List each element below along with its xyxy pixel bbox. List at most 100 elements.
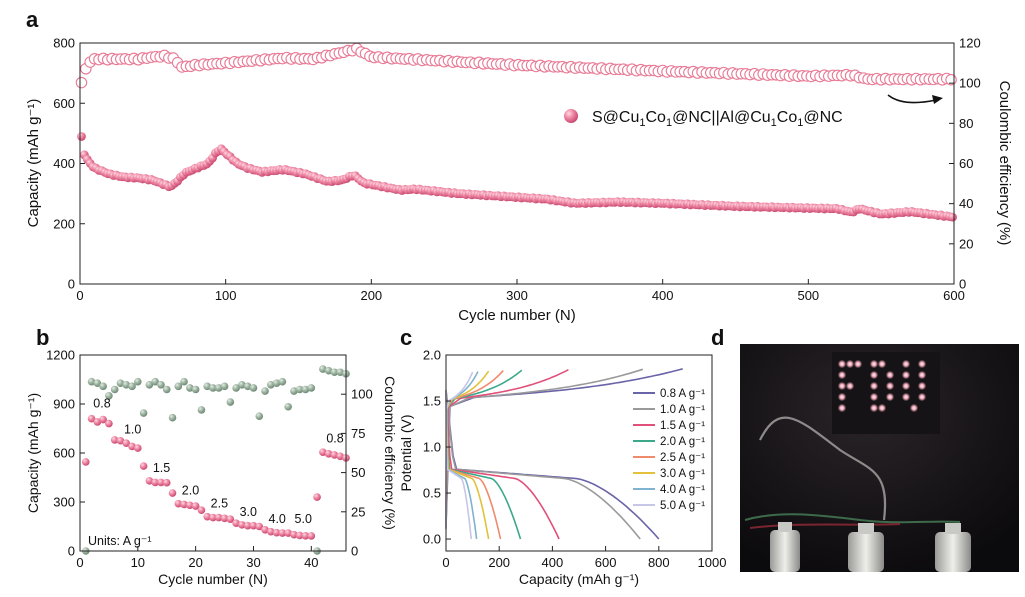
legend-label-part: Co [777, 109, 798, 126]
efficiency-point [75, 76, 88, 89]
capacity-point [220, 514, 229, 523]
legend-entry: 1.5 A g⁻¹ [660, 420, 705, 432]
panel-a-y2tick-label: 60 [959, 156, 973, 171]
capacity-point [81, 458, 90, 466]
charge-curve [445, 371, 474, 530]
led-light [917, 370, 927, 380]
efficiency-point [197, 406, 206, 414]
led-light [869, 381, 879, 391]
capacity-point [105, 419, 113, 428]
led-light [917, 359, 927, 369]
capacity-point [128, 442, 136, 451]
led-light [837, 359, 847, 369]
led-light [901, 381, 911, 391]
led-light [853, 359, 863, 369]
efficiency-point [319, 365, 327, 373]
panel-a-y2tick-label: 40 [959, 196, 973, 211]
efficiency-point [336, 368, 345, 377]
legend-entry: 2.0 A g⁻¹ [660, 436, 705, 448]
capacity-point [93, 418, 102, 426]
photo-wire [759, 416, 887, 521]
led-light [837, 392, 847, 402]
rate-label: 0.8 [326, 431, 343, 445]
legend-label-sub: 1 [797, 117, 803, 129]
capacity-point [255, 522, 264, 531]
panel-c-curves [445, 368, 683, 540]
efficiency-point [151, 377, 159, 386]
panel-a-xtick-label: 400 [652, 288, 674, 303]
led-light [837, 381, 847, 391]
efficiency-point [134, 377, 142, 386]
capacity-point [232, 519, 240, 528]
panel-b-xtick-label: 30 [246, 555, 260, 570]
discharge-curve [445, 389, 473, 540]
panel-a-xtick-label: 600 [943, 288, 965, 303]
capacity-point [295, 531, 304, 540]
capacity-point [186, 501, 194, 510]
legend-entry: 1.0 A g⁻¹ [660, 404, 705, 416]
led-light [869, 392, 879, 402]
led-light [901, 370, 911, 380]
capacity-point [948, 212, 957, 222]
panel-a-xtick-label: 0 [76, 288, 83, 303]
legend-entry: 5.0 A g⁻¹ [660, 500, 705, 512]
panel-a-ylabel: Capacity (mAh g⁻¹) [25, 99, 42, 228]
capacity-point [151, 478, 159, 487]
efficiency-point [110, 385, 119, 394]
efficiency-point [162, 385, 171, 394]
legend-label-part: @NC||Al@Cu [672, 109, 771, 126]
panel-a-efficiency-series [75, 42, 957, 89]
panel-a-chart: 0 100 200 300 400 500 600020040060080002040608… [25, 36, 1013, 325]
capacity-point [134, 444, 142, 452]
capacity-point [191, 502, 200, 510]
led-light [869, 359, 879, 369]
efficiency-point [238, 380, 246, 389]
panel-c-ytick-label: 1.0 [423, 440, 441, 455]
legend-entry: 3.0 A g⁻¹ [660, 468, 705, 480]
panel-b-ytick-label: 600 [53, 446, 75, 461]
legend-entry: 0.8 A g⁻¹ [660, 388, 705, 400]
panel-a-xlabel: Cycle number (N) [458, 307, 576, 324]
photo-bottle [935, 523, 971, 572]
efficiency-point [267, 380, 275, 389]
efficiency-point [105, 391, 113, 400]
panel-c-ylabel: Potential (V) [398, 414, 414, 491]
led-light [917, 381, 927, 391]
panel-b-efficiency-series [81, 365, 350, 555]
led-light [837, 403, 847, 413]
efficiency-point [180, 377, 188, 386]
panel-b-xtick-label: 20 [188, 555, 202, 570]
legend-label-part: @NC [803, 109, 842, 126]
units-note: Units: A g⁻¹ [88, 534, 152, 548]
panel-a-ytick-label: 800 [53, 36, 75, 51]
efficiency-point [301, 385, 310, 394]
panel-c-legend: 0.8 A g⁻¹ 1.0 A g⁻¹ 1.5 A g⁻¹ 2.0 A g⁻¹ 2.5 … [633, 388, 705, 512]
capacity-point [122, 439, 131, 448]
capacity-point [162, 478, 171, 487]
panel-a-ytick-label: 0 [68, 277, 75, 292]
panel-c-xtick-label: 200 [488, 555, 510, 570]
panel-b-y2tick-label: 75 [351, 426, 365, 441]
led-light [877, 403, 887, 413]
led-light [885, 381, 895, 391]
efficiency-point [87, 377, 96, 386]
panel-c-frame [445, 354, 713, 552]
rate-label: 1.5 [153, 461, 170, 475]
panel-c-ytick-label: 0.0 [423, 532, 441, 547]
panel-c-xlabel: Capacity (mAh g⁻¹) [519, 571, 639, 587]
photo-wire [749, 523, 901, 529]
capacity-point [197, 506, 206, 514]
panel-b-xtick-label: 10 [131, 555, 145, 570]
capacity-point [319, 448, 327, 456]
capacity-point [203, 512, 212, 521]
discharge-curve [445, 389, 560, 540]
photo-bottle [848, 523, 884, 572]
capacity-point [110, 436, 119, 444]
efficiency-point [272, 379, 281, 388]
capacity-point [174, 499, 183, 508]
panel-b-rate-labels: 0.8 1.0 1.5 2.0 2.5 3.0 4.0 5.0 0.8 [93, 396, 343, 526]
led-light [845, 381, 855, 391]
efficiency-point [191, 385, 200, 394]
photo-bottle [770, 522, 800, 572]
efficiency-point [290, 387, 298, 395]
